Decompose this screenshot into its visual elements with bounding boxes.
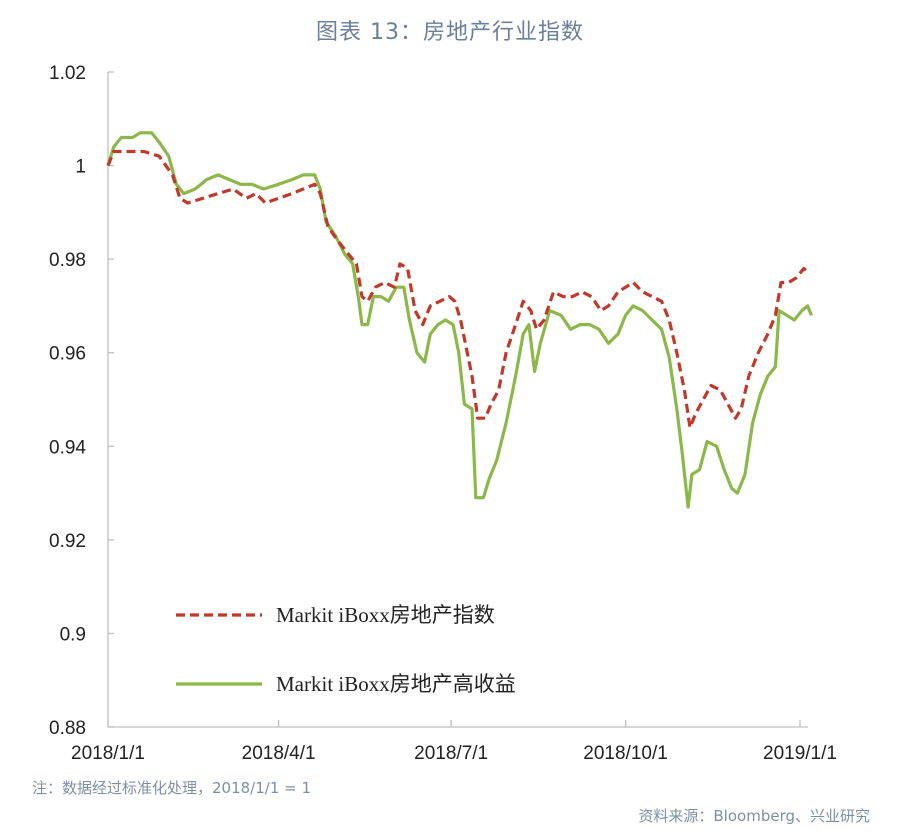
legend-label: Markit iBoxx房地产高收益 [276,672,516,696]
y-tick-label: 0.96 [49,344,86,365]
x-tick-label: 2018/1/1 [71,743,145,764]
chart-lines [106,131,813,509]
y-tick-label: 1.02 [49,63,86,84]
x-tick-label: 2019/1/1 [763,743,837,764]
series-line [106,149,811,430]
chart-axes: 1.02 1 0.98 0.96 0.94 0.92 0.9 0.88 2018/1/1 2018… [49,63,837,764]
y-tick-label: 0.94 [49,437,86,458]
x-tick-label: 2018/10/1 [583,743,668,764]
chart-note: 注：数据经过标准化处理，2018/1/1 = 1 [32,779,312,797]
x-tick-label: 2018/4/1 [242,743,316,764]
y-tick-label: 1 [75,157,86,178]
chart-legend: Markit iBoxx房地产指数 Markit iBoxx房地产高收益 [176,603,516,696]
x-tick-label: 2018/7/1 [414,743,488,764]
y-tick-label: 0.9 [60,624,86,645]
y-tick-label: 0.88 [49,718,86,739]
y-tick-label: 0.92 [49,531,86,552]
series-line [106,131,813,509]
legend-label: Markit iBoxx房地产指数 [276,603,495,627]
y-tick-label: 0.98 [49,250,86,271]
chart-source: 资料来源：Bloomberg、兴业研究 [638,807,870,825]
chart-title: 图表 13：房地产行业指数 [316,20,584,45]
